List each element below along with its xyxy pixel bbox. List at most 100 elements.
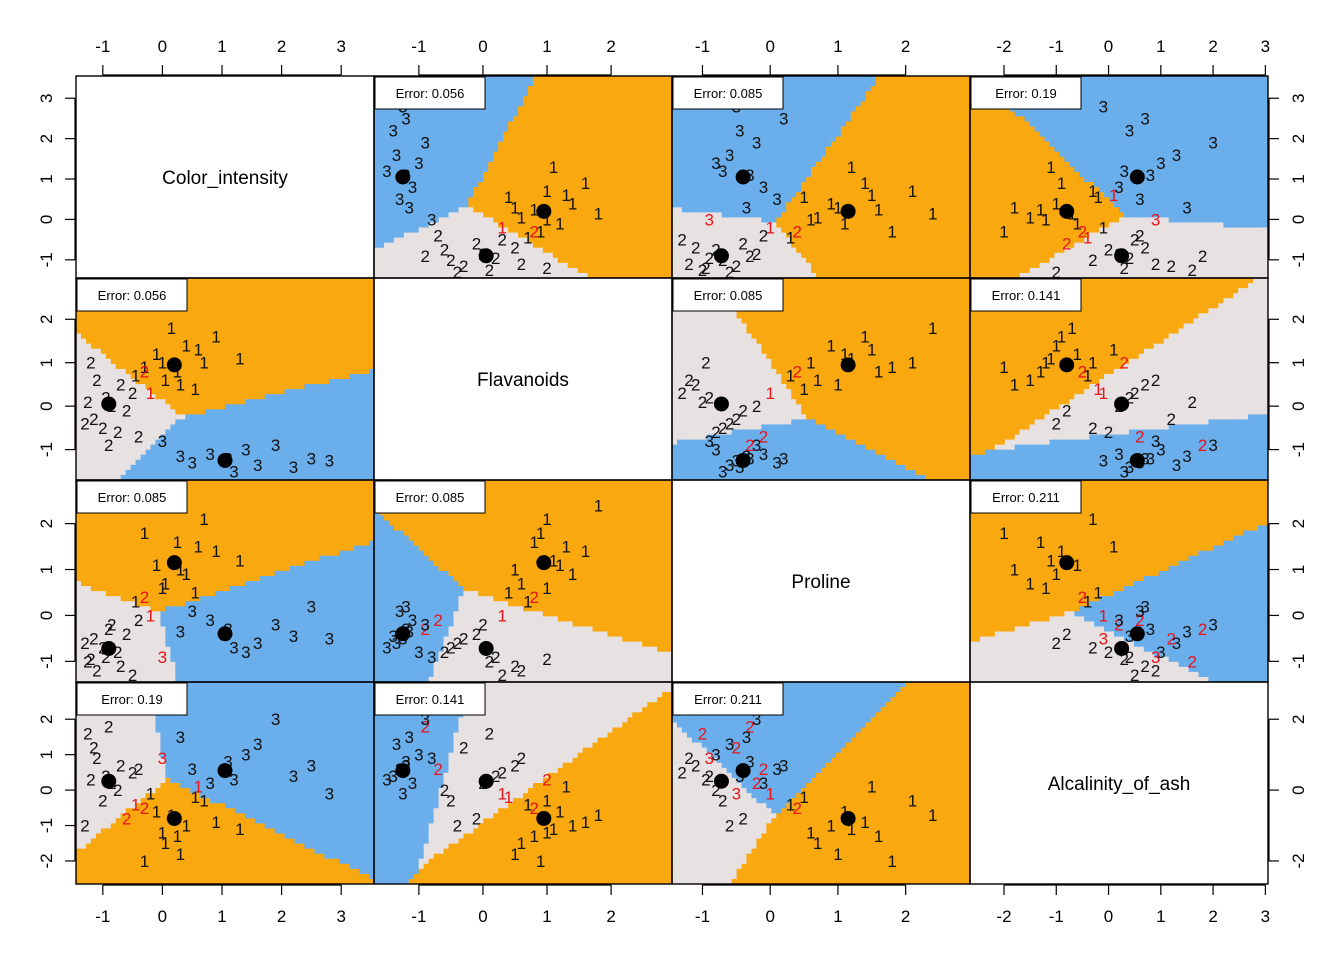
region-cell [473, 126, 479, 133]
region-cell [771, 146, 777, 153]
region-cell [696, 111, 703, 117]
region-cell [602, 121, 609, 128]
region-cell [508, 126, 514, 133]
region-cell [647, 81, 653, 87]
region-cell [408, 212, 415, 218]
region-cell [845, 136, 852, 143]
region-cell [572, 76, 579, 82]
region-cell [622, 262, 628, 269]
region-cell [374, 227, 380, 234]
region-cell [895, 257, 902, 264]
region-cell [855, 111, 862, 117]
region-cell [900, 101, 907, 107]
region-cell [547, 267, 554, 274]
region-cell [518, 126, 524, 133]
region-cell [741, 217, 748, 224]
region-cell [895, 252, 902, 259]
region-cell [989, 156, 996, 163]
region-cell [880, 106, 887, 112]
region-cell [915, 217, 921, 224]
region-cell [686, 267, 693, 274]
region-cell [597, 116, 604, 123]
region-cell [662, 267, 668, 274]
region-cell [681, 156, 688, 163]
region-cell [816, 156, 822, 163]
region-cell [945, 101, 951, 107]
region-cell [408, 156, 415, 163]
region-cell [905, 202, 911, 208]
region-cell [746, 126, 753, 133]
region-cell [592, 91, 599, 97]
region-cell [537, 232, 544, 239]
region-cell [617, 141, 623, 148]
region-cell [582, 151, 589, 158]
region-cell [840, 161, 847, 168]
region-cell [468, 222, 474, 229]
region-cell [582, 156, 589, 163]
region-cell [508, 242, 514, 249]
region-cell [552, 166, 559, 173]
region-cell [860, 121, 867, 128]
region-cell [816, 182, 822, 188]
region-cell [950, 247, 956, 254]
region-cell [686, 111, 693, 117]
region-cell [552, 121, 559, 128]
region-cell [974, 212, 981, 218]
region-cell [806, 126, 812, 133]
region-cell [513, 227, 519, 234]
region-cell [761, 242, 767, 249]
region-cell [592, 141, 599, 148]
region-cell [875, 91, 882, 97]
region-cell [562, 242, 569, 249]
region-cell [850, 202, 857, 208]
region-cell [955, 267, 961, 274]
region-cell [960, 252, 966, 259]
region-cell [448, 202, 455, 208]
region-cell [910, 267, 916, 274]
region-cell [850, 222, 857, 229]
region-cell [979, 212, 986, 218]
region-cell [587, 227, 594, 234]
region-cell [786, 222, 792, 229]
region-cell [945, 121, 951, 128]
region-cell [721, 262, 728, 269]
region-cell [930, 156, 936, 163]
region-cell [821, 106, 827, 112]
region-cell [920, 136, 926, 143]
region-cell [865, 217, 872, 224]
region-cell [433, 197, 440, 203]
region-cell [577, 217, 584, 224]
region-cell [458, 182, 464, 188]
region-cell [691, 257, 698, 264]
region-cell [582, 207, 589, 213]
region-cell [453, 227, 460, 234]
region-cell [418, 192, 425, 198]
region-cell [945, 232, 951, 239]
region-cell [577, 106, 584, 112]
region-cell [542, 136, 549, 143]
region-cell [508, 207, 514, 213]
region-cell [751, 227, 758, 234]
region-cell [935, 121, 941, 128]
region-cell [413, 177, 420, 183]
region-cell [418, 121, 425, 128]
region-cell [587, 192, 594, 198]
region-cell [642, 262, 648, 269]
region-cell [612, 227, 618, 234]
region-cell [617, 81, 623, 87]
region-cell [806, 237, 812, 244]
region-cell [428, 262, 435, 269]
region-cell [984, 207, 991, 213]
region-cell [761, 232, 767, 239]
region-cell [920, 247, 926, 254]
region-cell [627, 257, 633, 264]
region-cell [821, 96, 827, 102]
region-cell [652, 197, 658, 203]
region-cell [930, 161, 936, 168]
region-cell [518, 182, 524, 188]
region-cell [388, 272, 395, 278]
region-cell [443, 177, 450, 183]
region-cell [965, 101, 970, 107]
region-cell [537, 222, 544, 229]
region-cell [602, 111, 609, 117]
